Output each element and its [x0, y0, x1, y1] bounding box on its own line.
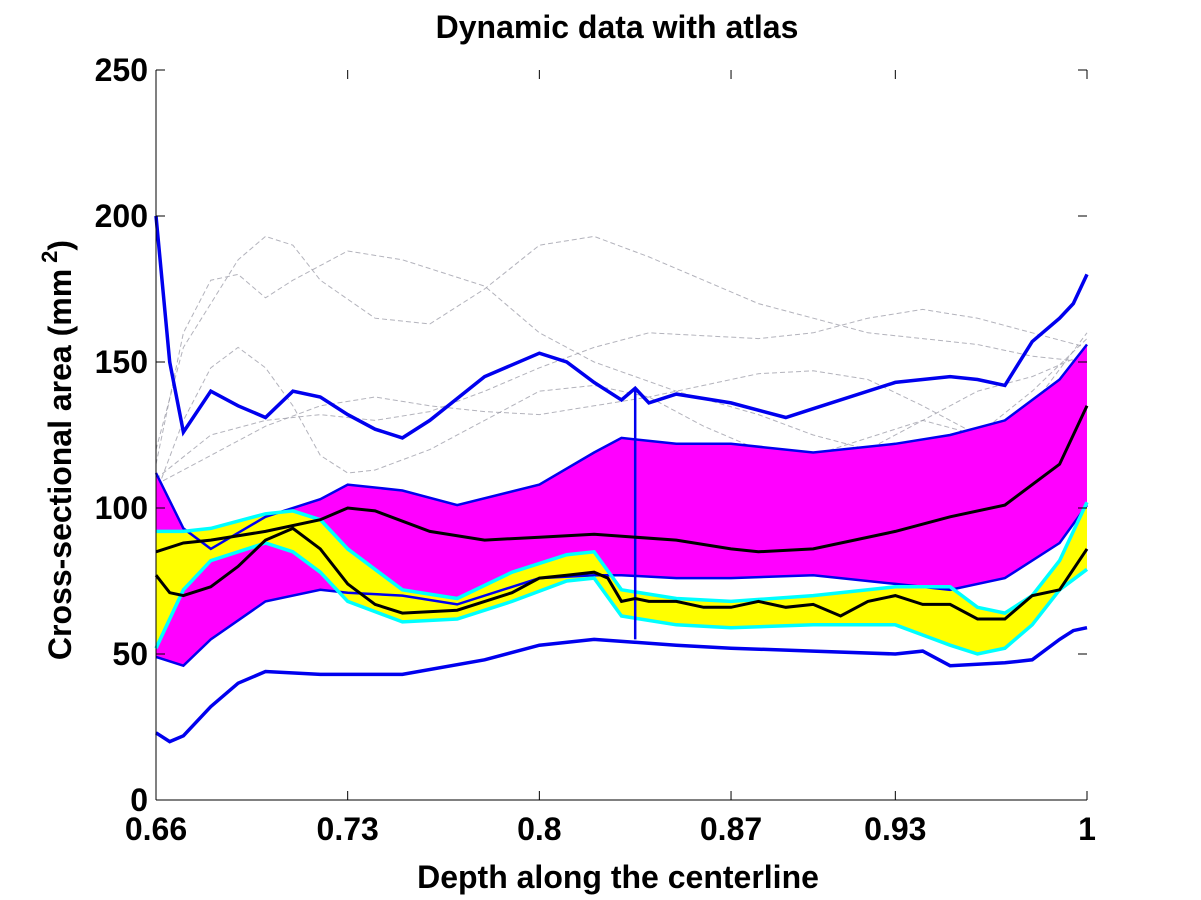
individual-curve-4: [155, 308, 1088, 480]
atlas-band-lower: [155, 504, 1089, 668]
y-tick-label: 50: [112, 636, 148, 672]
x-tick-label: 1: [1078, 811, 1096, 847]
y-axis-title-main: Cross-sectional area (mm: [42, 269, 78, 660]
atlas-mean-line: [155, 405, 1089, 554]
tick-layer: 0 50 100 150 200 250 0.66 0.73 0.8 0.87 0.93 1: [95, 52, 1096, 847]
y-tick-label: 250: [95, 52, 148, 88]
x-tick-label: 0.73: [317, 811, 379, 847]
dynamic-band-upper: [156, 501, 1089, 615]
x-axis-title: Depth along the centerline: [417, 859, 819, 895]
y-tick-label: 150: [95, 344, 148, 380]
atlas-band-upper: [154, 343, 1088, 551]
y-tick-label: 200: [95, 198, 148, 234]
dynamic-band-lower: [154, 541, 1089, 656]
atlas-min-envelope: [155, 625, 1088, 744]
dynamic-mean-line: [154, 526, 1089, 621]
y-tick-label: 100: [95, 490, 148, 526]
y-axis-title-close: ): [42, 240, 78, 251]
individual-curve-2: [155, 235, 1088, 450]
x-tick-label: 0.93: [864, 811, 926, 847]
individual-curve-3: [155, 346, 1088, 494]
individual-curve-5: [155, 338, 1088, 486]
plot-frame: [155, 70, 1087, 801]
x-tick-label: 0.66: [125, 811, 187, 847]
chart-title: Dynamic data with atlas: [436, 9, 799, 45]
y-tick-label: 0: [130, 782, 148, 818]
atlas-max-envelope: [154, 215, 1089, 440]
x-tick-label: 0.87: [700, 811, 762, 847]
series-layer: [154, 215, 1089, 744]
y-axis-title-sup: 2: [37, 251, 62, 263]
x-tick-label: 0.8: [517, 811, 561, 847]
y-axis-title: Cross-sectional area (mm 2): [37, 240, 78, 660]
individual-curve-1: [155, 250, 1088, 465]
